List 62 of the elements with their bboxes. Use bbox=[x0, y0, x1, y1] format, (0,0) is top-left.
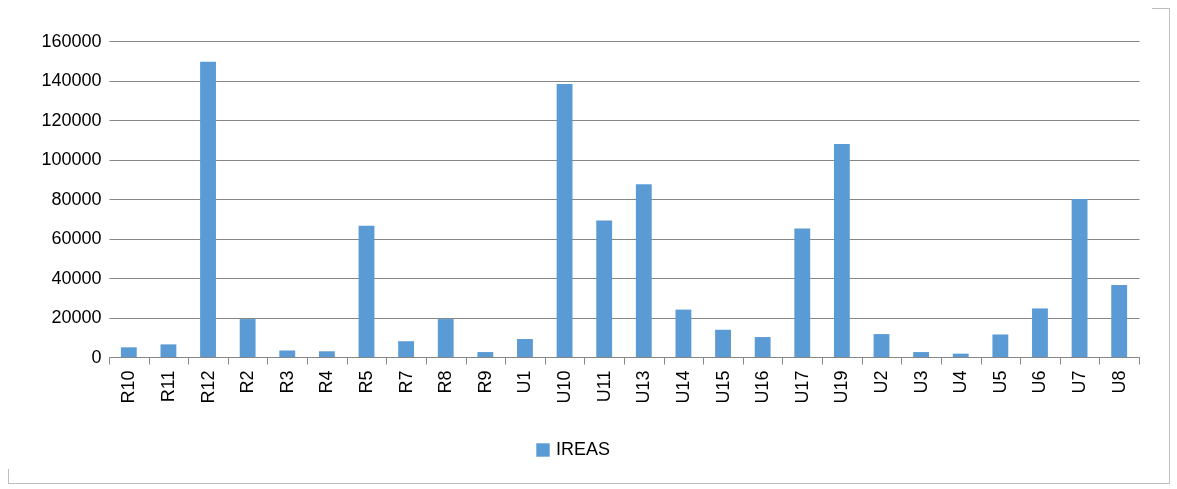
x-tick-label: U11 bbox=[593, 370, 614, 403]
x-tick-label: U7 bbox=[1069, 370, 1090, 394]
bar bbox=[1071, 199, 1088, 357]
bar bbox=[398, 341, 415, 357]
bar bbox=[160, 344, 177, 357]
y-tick-label: 0 bbox=[91, 346, 102, 367]
bar bbox=[913, 352, 930, 357]
x-tick-label: U16 bbox=[752, 370, 773, 404]
y-tick-label: 140000 bbox=[41, 70, 102, 90]
bar bbox=[556, 84, 573, 357]
x-tick-label: U6 bbox=[1029, 370, 1050, 394]
x-tick-label: R11 bbox=[157, 370, 178, 403]
x-tick-label: R12 bbox=[197, 370, 218, 404]
x-tick-label: R9 bbox=[474, 370, 495, 394]
bar bbox=[279, 350, 296, 357]
bar bbox=[477, 352, 494, 357]
legend-label: IREAS bbox=[556, 439, 611, 459]
y-tick-label: 100000 bbox=[41, 149, 102, 169]
x-tick-label: R3 bbox=[276, 370, 297, 394]
bar bbox=[794, 228, 811, 357]
x-tick-label: U17 bbox=[791, 370, 812, 404]
x-tick-label: R5 bbox=[356, 370, 376, 394]
x-tick-label: R8 bbox=[435, 370, 456, 394]
bar bbox=[120, 347, 137, 357]
bar bbox=[833, 143, 850, 357]
x-tick-label: U10 bbox=[554, 370, 575, 404]
bar bbox=[754, 337, 771, 357]
bar bbox=[239, 319, 256, 357]
bar bbox=[635, 184, 652, 357]
x-tick-label: U4 bbox=[950, 370, 971, 394]
bar bbox=[437, 319, 454, 357]
bar bbox=[952, 353, 969, 357]
bar bbox=[992, 334, 1009, 357]
y-tick-label: 120000 bbox=[41, 109, 102, 130]
x-tick-label: R2 bbox=[237, 370, 258, 394]
bar bbox=[715, 329, 731, 357]
x-tick-label: U1 bbox=[514, 370, 535, 394]
x-tick-label: R10 bbox=[118, 370, 139, 404]
y-tick-label: 80000 bbox=[51, 188, 102, 209]
y-tick-label: 160000 bbox=[41, 30, 102, 51]
x-tick-label: U8 bbox=[1108, 370, 1129, 394]
y-tick-label: 60000 bbox=[51, 228, 102, 248]
bar bbox=[200, 61, 216, 357]
bar bbox=[1111, 285, 1128, 357]
x-tick-label: R4 bbox=[316, 370, 337, 394]
y-tick-label: 40000 bbox=[51, 267, 102, 288]
bar bbox=[358, 225, 375, 357]
x-tick-label: U3 bbox=[910, 370, 931, 394]
y-tick-label: 20000 bbox=[51, 307, 102, 327]
bar bbox=[675, 309, 692, 357]
x-tick-label: U14 bbox=[672, 370, 693, 404]
bar bbox=[596, 220, 613, 357]
x-tick-label: U13 bbox=[633, 370, 654, 404]
bar bbox=[1032, 308, 1048, 357]
bar bbox=[318, 351, 335, 357]
x-tick-label: U15 bbox=[712, 370, 733, 404]
bar bbox=[873, 334, 890, 357]
x-tick-label: U19 bbox=[831, 370, 852, 404]
bar bbox=[517, 339, 533, 357]
x-tick-label: R7 bbox=[395, 370, 416, 394]
x-tick-label: U5 bbox=[989, 370, 1010, 394]
x-tick-label: U2 bbox=[871, 370, 891, 394]
